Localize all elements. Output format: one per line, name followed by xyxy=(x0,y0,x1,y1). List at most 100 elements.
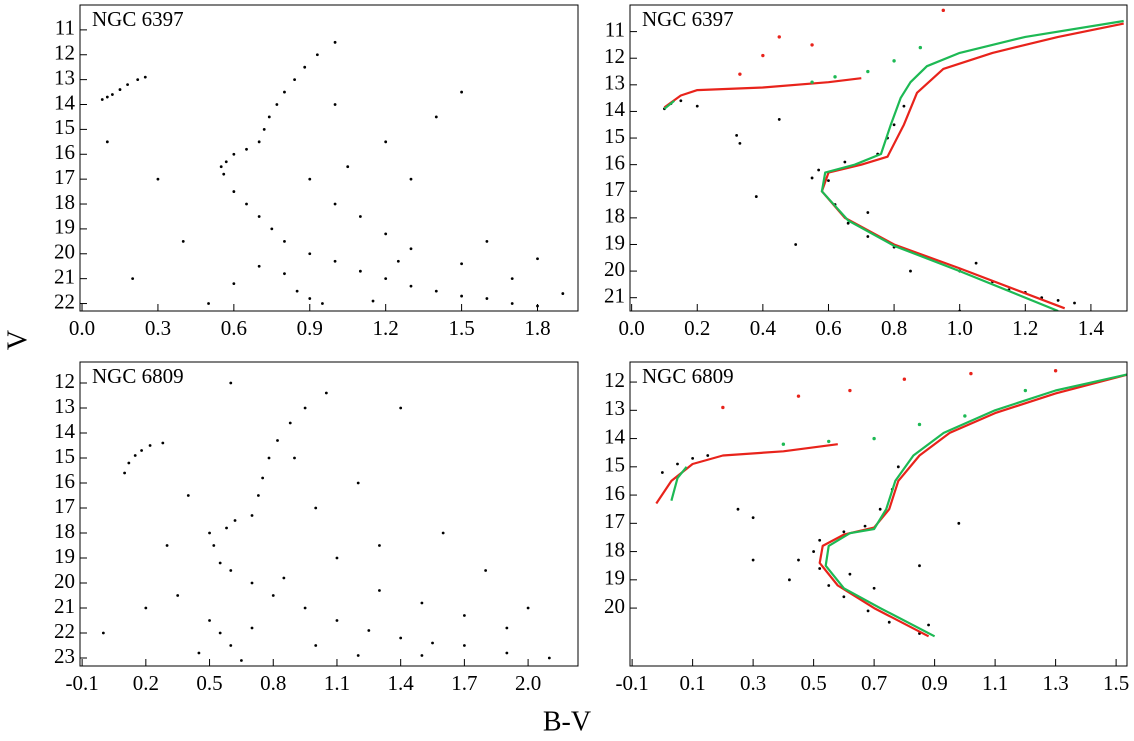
star-point xyxy=(257,264,261,268)
star-point xyxy=(181,239,185,243)
x-tick-label: 0.1 xyxy=(679,671,705,695)
star-point xyxy=(462,644,466,647)
star-point xyxy=(176,594,180,597)
star-point xyxy=(283,90,286,94)
star-point xyxy=(788,578,791,582)
y-tick-label: 14 xyxy=(54,90,76,114)
star-point xyxy=(561,292,565,295)
star-point xyxy=(233,519,237,522)
star-point xyxy=(384,277,388,281)
y-tick-label: 11 xyxy=(55,16,75,40)
y-tick-label: 18 xyxy=(604,204,625,228)
star-point xyxy=(974,261,978,265)
y-tick-label: 13 xyxy=(54,65,75,89)
plot-frame xyxy=(79,4,579,312)
star-point xyxy=(308,297,312,300)
plot-frame xyxy=(629,4,1128,312)
star-point xyxy=(892,59,896,63)
star-point xyxy=(384,232,388,236)
star-point xyxy=(156,177,160,181)
star-point xyxy=(229,569,233,572)
star-point xyxy=(315,53,319,57)
x-tick-label: 1.7 xyxy=(451,671,477,695)
star-point xyxy=(441,531,445,535)
star-point xyxy=(777,118,781,121)
star-point xyxy=(848,388,852,393)
star-point xyxy=(409,177,413,181)
isochrone-line xyxy=(663,22,1124,310)
star-point xyxy=(293,456,296,460)
star-point xyxy=(695,104,699,108)
star-point xyxy=(902,377,907,381)
star-point xyxy=(224,160,228,164)
x-tick-label: 2.0 xyxy=(515,671,541,695)
x-tick-label: 1.1 xyxy=(324,671,350,695)
star-point xyxy=(225,526,228,530)
star-point xyxy=(754,195,758,198)
y-tick-label: 15 xyxy=(54,444,75,468)
star-point xyxy=(842,595,846,599)
star-point xyxy=(283,239,286,243)
star-point xyxy=(827,179,830,183)
star-point xyxy=(335,619,339,622)
plot-frame xyxy=(79,361,579,667)
star-point xyxy=(333,259,337,263)
star-point xyxy=(751,558,755,562)
star-point xyxy=(208,619,211,622)
star-point xyxy=(863,524,867,528)
y-tick-label: 20 xyxy=(54,240,75,264)
star-point xyxy=(738,141,742,145)
star-point xyxy=(161,441,165,445)
plot-frame xyxy=(629,361,1128,667)
y-tick-label: 13 xyxy=(54,394,75,418)
star-point xyxy=(324,391,328,395)
star-point xyxy=(271,594,275,597)
star-point xyxy=(295,289,299,293)
star-point xyxy=(358,269,362,273)
x-tick-label: 0.9 xyxy=(297,316,323,340)
star-point xyxy=(676,462,679,466)
star-point xyxy=(282,576,286,580)
y-tick-label: 18 xyxy=(54,519,75,543)
star-point xyxy=(110,93,114,96)
star-point xyxy=(892,123,896,127)
star-point xyxy=(434,289,438,293)
star-point xyxy=(918,45,923,50)
star-point xyxy=(212,544,216,547)
star-point xyxy=(810,43,814,47)
star-point xyxy=(957,521,961,525)
star-point xyxy=(505,626,509,630)
star-point xyxy=(250,626,254,630)
plot-area xyxy=(663,8,1124,311)
x-tick-label: 1.0 xyxy=(947,316,973,340)
star-point xyxy=(526,606,530,610)
star-point xyxy=(218,561,222,565)
star-point xyxy=(256,494,260,497)
y-tick-label: 13 xyxy=(604,396,625,420)
star-point xyxy=(866,211,870,214)
star-point xyxy=(219,165,223,169)
star-point xyxy=(105,95,109,99)
star-point xyxy=(229,644,233,647)
star-point xyxy=(222,172,226,176)
x-tick-label: 0.6 xyxy=(221,316,247,340)
star-point xyxy=(148,444,152,447)
star-point xyxy=(232,190,236,193)
y-tick-label: 20 xyxy=(604,594,625,618)
star-point xyxy=(797,558,800,562)
star-point xyxy=(460,294,463,298)
star-point xyxy=(371,299,375,303)
star-point xyxy=(270,227,274,231)
y-tick-label: 12 xyxy=(54,369,75,393)
plot-area xyxy=(100,40,565,308)
star-point xyxy=(1053,369,1058,373)
star-point xyxy=(245,202,248,206)
star-point xyxy=(267,456,271,460)
star-point xyxy=(308,177,312,181)
star-point xyxy=(186,494,190,497)
y-tick-label: 17 xyxy=(54,165,75,189)
x-tick-label: 1.2 xyxy=(373,316,399,340)
star-point xyxy=(736,507,740,511)
x-tick-label: 1.1 xyxy=(982,671,1008,695)
star-point xyxy=(846,221,850,225)
